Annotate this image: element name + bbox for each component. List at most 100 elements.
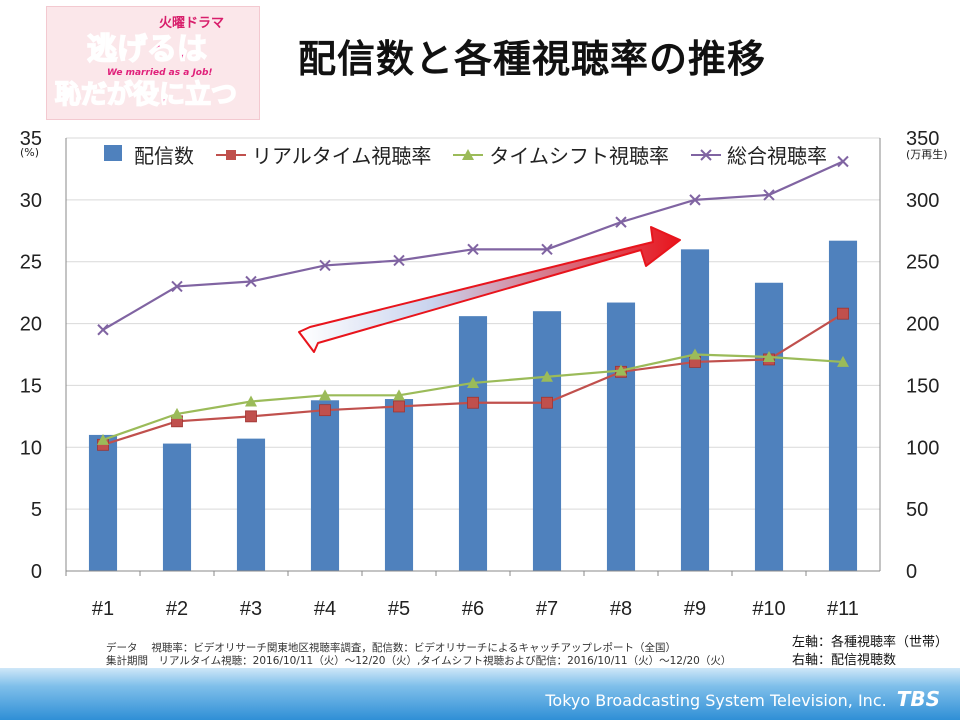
bar-8 <box>606 302 636 571</box>
bar-2 <box>162 443 192 571</box>
axis-note-right: 右軸：配信視聴数 <box>792 653 897 668</box>
category-label: #7 <box>536 598 558 620</box>
legend-realtime-swatch <box>216 149 246 160</box>
marker-triangle-3 <box>245 395 257 407</box>
marker-x-9 <box>689 194 701 206</box>
legend-item-bar: 配信数 <box>98 140 194 169</box>
marker-triangle-7 <box>541 370 553 382</box>
legend-item-realtime: リアルタイム視聴率 <box>216 140 431 169</box>
category-label: #8 <box>610 598 632 620</box>
legend-label-realtime: リアルタイム視聴率 <box>252 144 432 168</box>
note-line-1: データ 視聴率：ビデオリサーチ関東地区視聴率調査，配信数：ビデオリサーチによるキ… <box>106 642 677 654</box>
legend-bar-swatch <box>98 144 128 165</box>
bar-10 <box>754 282 784 571</box>
logo-line2: 恥だが役に立つ <box>55 79 237 110</box>
left-axis-unit: (%) <box>20 146 40 159</box>
category-label: #2 <box>166 598 188 620</box>
tbs-logo: TBS <box>896 687 940 711</box>
marker-x-11 <box>837 155 849 168</box>
left-tick-label: 25 <box>20 252 42 274</box>
drama-logo: 火曜ドラマ 逃げるは We married as a Job! 恥だが役に立つ <box>46 6 260 120</box>
legend-total-swatch <box>691 148 722 161</box>
logo-line1: 逃げるは <box>87 32 207 67</box>
marker-triangle-8 <box>615 364 627 376</box>
marker-square-3 <box>245 410 257 423</box>
marker-square-5 <box>393 400 405 413</box>
marker-x-5 <box>393 254 405 267</box>
left-tick-label: 20 <box>20 314 42 336</box>
marker-triangle-11 <box>837 355 849 367</box>
right-tick-label: 300 <box>906 190 939 212</box>
right-tick-label: 200 <box>906 314 939 336</box>
category-label: #6 <box>462 598 484 620</box>
marker-square-7 <box>541 396 553 409</box>
legend-label-timeshift: タイムシフト視聴率 <box>489 144 670 168</box>
marker-triangle-2 <box>171 407 183 419</box>
marker-triangle-6 <box>467 376 479 388</box>
right-tick-label: 0 <box>906 561 917 583</box>
left-tick-label: 30 <box>20 190 42 212</box>
bar-3 <box>236 438 266 571</box>
category-label: #10 <box>752 598 785 620</box>
marker-triangle-4 <box>319 389 331 401</box>
marker-triangle-10 <box>763 350 775 362</box>
axis-note-left: 左軸：各種視聴率（世帯） <box>792 635 949 650</box>
marker-x-6 <box>467 243 479 256</box>
left-tick-label: 5 <box>31 499 42 521</box>
trend-arrow <box>298 226 681 353</box>
marker-square-11 <box>837 307 849 320</box>
marker-x-10 <box>763 189 775 201</box>
right-tick-label: 150 <box>906 375 939 397</box>
marker-x-1 <box>97 324 109 336</box>
bar-6 <box>458 316 488 571</box>
left-tick-label: 15 <box>20 375 42 397</box>
legend-label-bar: 配信数 <box>134 144 194 168</box>
right-tick-label: 350 <box>906 128 939 150</box>
right-tick-label: 50 <box>906 499 928 521</box>
left-tick-label: 0 <box>31 561 42 583</box>
marker-square-6 <box>467 396 479 409</box>
marker-x-2 <box>171 280 183 293</box>
bar-4 <box>310 400 340 571</box>
legend-label-total: 総合視聴率 <box>727 144 828 168</box>
category-label: #11 <box>827 598 859 620</box>
category-label: #4 <box>314 598 336 620</box>
marker-triangle-1 <box>97 433 109 445</box>
line-x <box>102 160 844 331</box>
axis-legend-note: 左軸：各種視聴率（世帯） 右軸：配信視聴数 <box>792 634 948 670</box>
marker-x-3 <box>245 275 257 288</box>
marker-x-7 <box>541 243 553 256</box>
logo-top-label: 火曜ドラマ <box>159 16 224 31</box>
bar-7 <box>532 311 562 571</box>
bar-1 <box>88 434 118 571</box>
category-label: #1 <box>92 598 114 620</box>
footer-company: Tokyo Broadcasting System Television, In… <box>545 687 940 711</box>
marker-triangle-9 <box>689 348 701 360</box>
marker-x-8 <box>615 216 627 228</box>
left-tick-label: 35 <box>20 128 42 150</box>
note-line-2: 集計期間 リアルタイム視聴：2016/10/11（火）～12/20（火）,タイム… <box>106 655 732 667</box>
right-tick-label: 100 <box>906 437 939 459</box>
data-source-note: データ 視聴率：ビデオリサーチ関東地区視聴率調査，配信数：ビデオリサーチによるキ… <box>106 642 731 668</box>
category-label: #5 <box>388 598 410 620</box>
category-label: #9 <box>684 598 706 620</box>
logo-subtitle: We married as a Job! <box>107 68 213 78</box>
footer-bar: Tokyo Broadcasting System Television, In… <box>0 668 960 720</box>
bar-9 <box>680 249 710 572</box>
left-tick-label: 10 <box>20 437 42 459</box>
legend-timeshift-swatch <box>453 148 484 160</box>
bar-5 <box>384 399 414 571</box>
marker-square-4 <box>319 404 331 417</box>
right-axis-unit: (万再生) <box>906 148 948 161</box>
company-name: Tokyo Broadcasting System Television, In… <box>545 691 887 710</box>
bar-11 <box>828 240 858 571</box>
page-title: 配信数と各種視聴率の推移 <box>298 37 767 81</box>
marker-x-4 <box>319 259 331 272</box>
chart-legend: 配信数 リアルタイム視聴率 タイムシフト視聴率 総合視聴率 <box>98 140 827 169</box>
legend-item-timeshift: タイムシフト視聴率 <box>453 140 669 169</box>
right-tick-label: 250 <box>906 252 939 274</box>
marker-triangle-5 <box>393 389 405 401</box>
category-label: #3 <box>240 598 262 620</box>
legend-item-total: 総合視聴率 <box>691 140 827 169</box>
